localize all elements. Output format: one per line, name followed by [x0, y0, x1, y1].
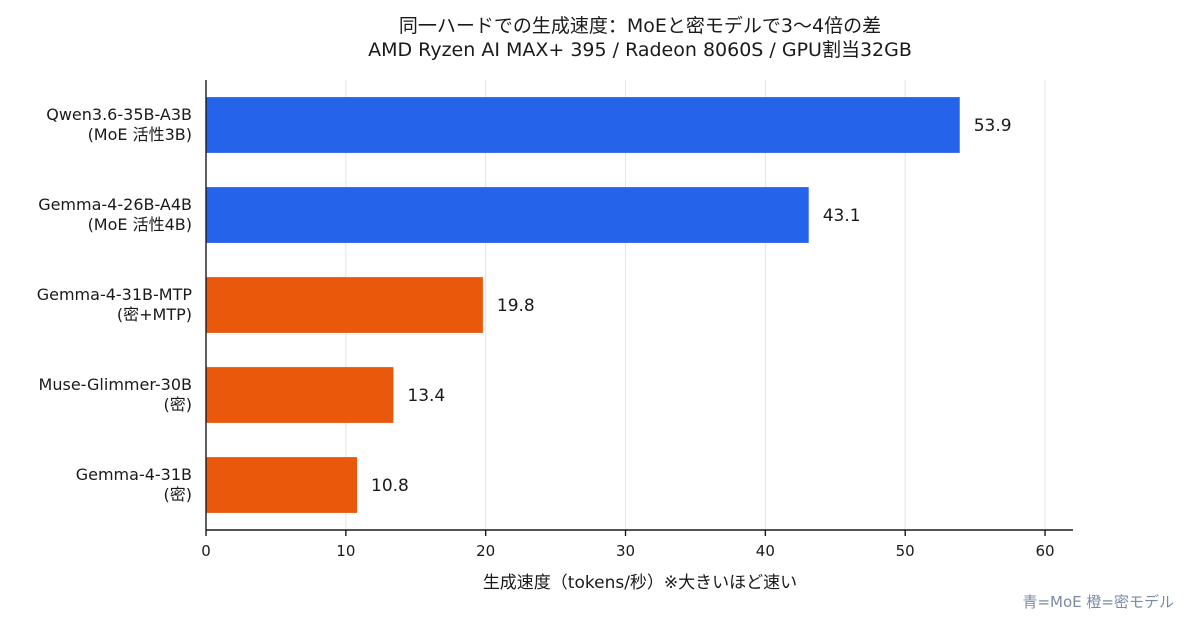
bar — [206, 277, 483, 333]
chart-subtitle: AMD Ryzen AI MAX+ 395 / Radeon 8060S / G… — [368, 39, 912, 61]
category-label: (密) — [164, 485, 193, 504]
category-label: (MoE 活性4B) — [88, 215, 192, 234]
x-tick-label: 10 — [336, 542, 355, 560]
x-tick-label: 40 — [756, 542, 775, 560]
category-label: Muse-Glimmer-30B — [39, 375, 192, 394]
x-tick-label: 50 — [896, 542, 915, 560]
chart-title: 同一ハードでの生成速度：MoEと密モデルで3〜4倍の差 — [399, 15, 881, 37]
category-label: Gemma-4-31B — [76, 465, 192, 484]
x-tick-label: 0 — [201, 542, 211, 560]
x-tick-label: 60 — [1035, 542, 1054, 560]
bar-value-label: 13.4 — [407, 386, 445, 406]
bar — [206, 97, 960, 153]
bar — [206, 367, 394, 423]
bars — [206, 97, 960, 513]
category-label: (MoE 活性3B) — [88, 125, 192, 144]
category-label: Qwen3.6-35B-A3B — [46, 105, 192, 124]
category-label: Gemma-4-26B-A4B — [38, 195, 192, 214]
bar-value-label: 10.8 — [371, 476, 409, 496]
x-tick-label: 20 — [476, 542, 495, 560]
category-label: Gemma-4-31B-MTP — [37, 285, 193, 304]
x-tick-labels: 0 10 20 30 40 50 60 — [201, 530, 1055, 560]
category-labels: Qwen3.6-35B-A3B(MoE 活性3B) Gemma-4-26B-A4B… — [37, 105, 193, 504]
bar-value-label: 19.8 — [497, 296, 535, 316]
category-label: (密+MTP) — [117, 305, 192, 324]
bar — [206, 187, 809, 243]
category-label: (密) — [164, 395, 193, 414]
value-labels: 53.9 43.1 19.8 13.4 10.8 — [371, 116, 1012, 496]
bar — [206, 457, 358, 513]
x-tick-label: 30 — [616, 542, 635, 560]
grid-lines — [345, 80, 1046, 530]
bar-value-label: 53.9 — [974, 116, 1012, 136]
bar-value-label: 43.1 — [823, 206, 861, 226]
color-legend-note: 青=MoE 橙=密モデル — [1022, 593, 1174, 611]
x-axis-title: 生成速度（tokens/秒）※大きいほど速い — [483, 573, 797, 593]
